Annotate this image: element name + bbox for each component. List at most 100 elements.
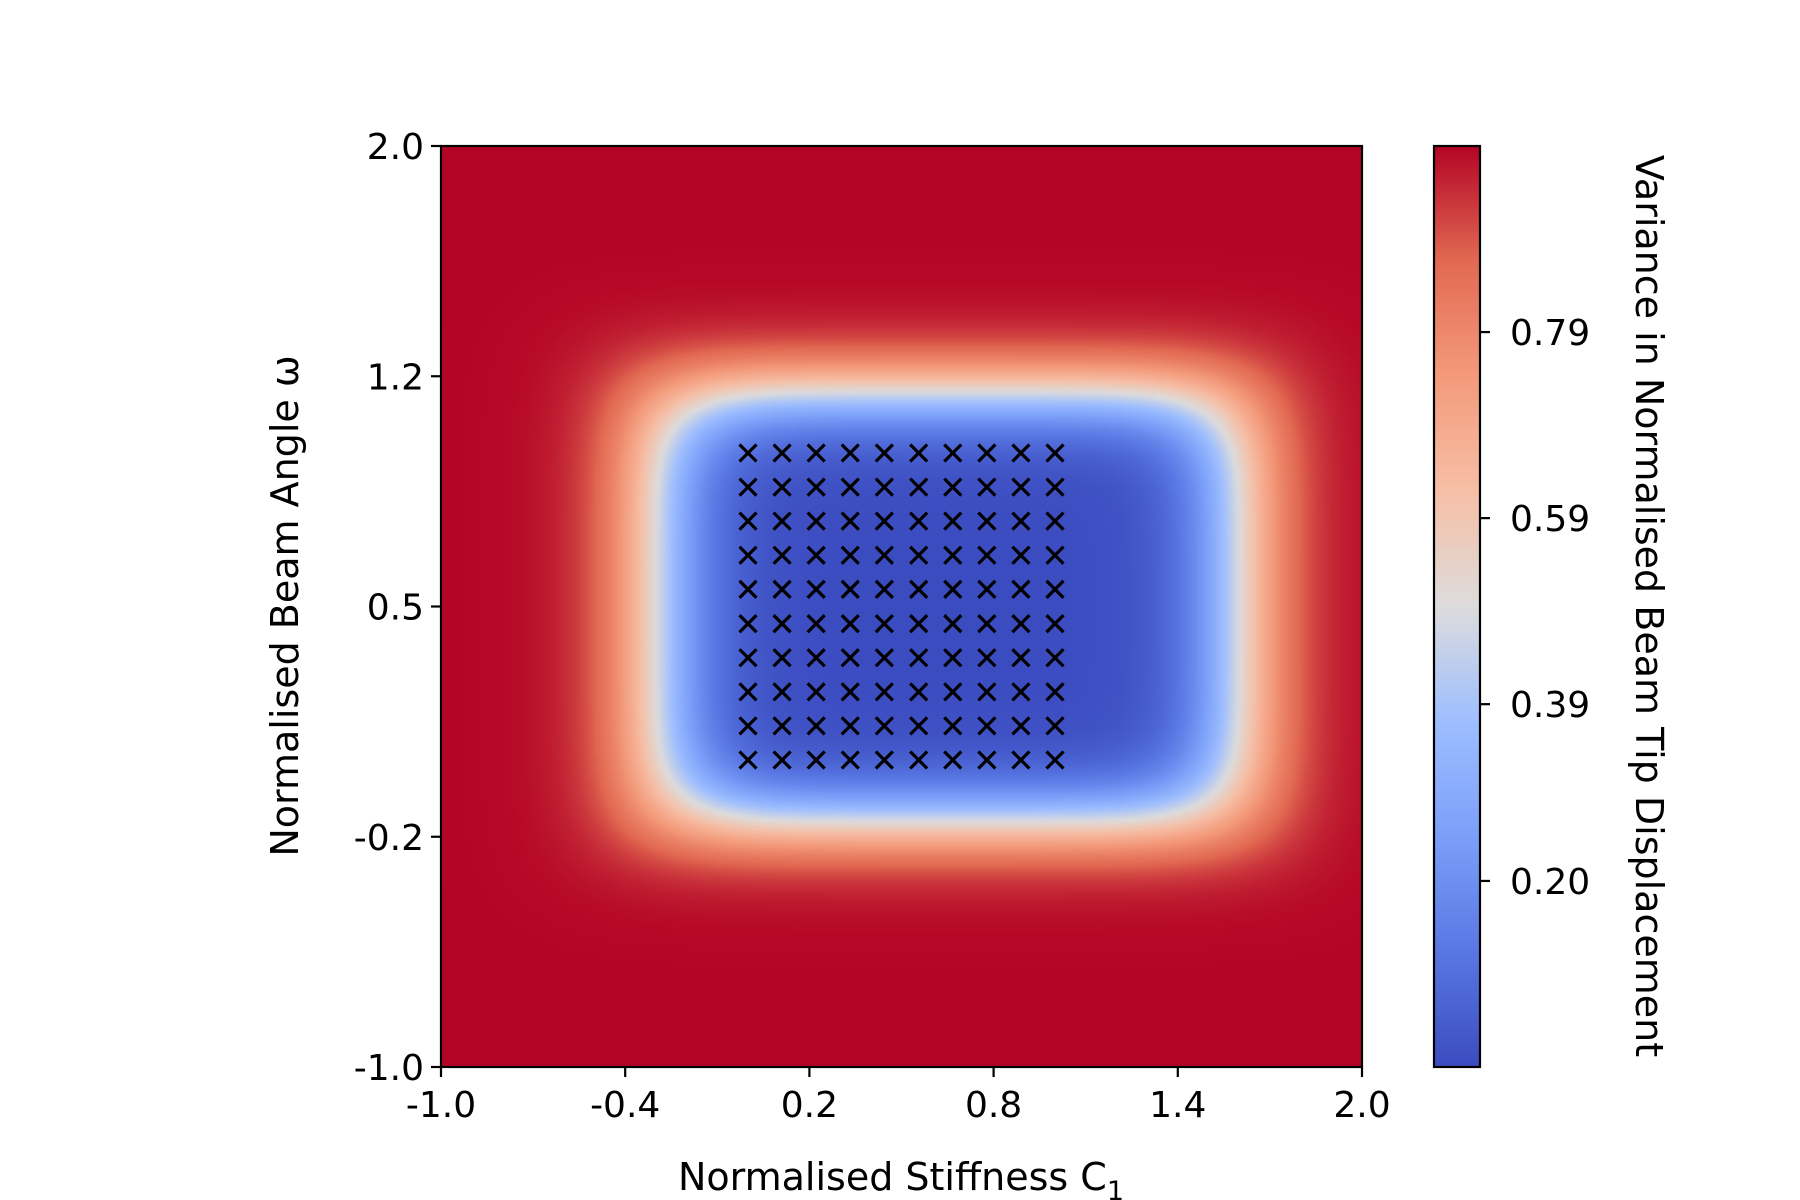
sample-point — [1045, 750, 1065, 770]
sample-point — [874, 511, 894, 531]
sample-point — [806, 545, 826, 565]
sample-point — [772, 682, 792, 702]
y-tick-label: 2.0 — [367, 127, 424, 168]
x-tick-label: -0.4 — [590, 1085, 660, 1126]
x-axis-title-subscript: 1 — [1107, 1176, 1124, 1200]
sample-point — [738, 614, 758, 634]
x-tick-label: 0.2 — [781, 1085, 838, 1126]
sample-point — [977, 750, 997, 770]
sample-point — [738, 682, 758, 702]
sample-point — [1011, 477, 1031, 497]
sample-point — [840, 443, 860, 463]
sample-point — [772, 511, 792, 531]
sample-point — [874, 579, 894, 599]
sample-point — [909, 545, 929, 565]
sample-point — [1011, 443, 1031, 463]
sample-point — [1011, 614, 1031, 634]
sample-point — [1045, 477, 1065, 497]
sample-point — [874, 682, 894, 702]
x-tick-label: 2.0 — [1333, 1085, 1390, 1126]
sample-point — [806, 443, 826, 463]
sample-point — [738, 443, 758, 463]
sample-point — [738, 477, 758, 497]
sample-point — [909, 477, 929, 497]
sample-point — [738, 648, 758, 668]
sample-point — [909, 716, 929, 736]
sample-point — [1011, 716, 1031, 736]
sample-point — [909, 614, 929, 634]
colorbar-tick-label: 0.59 — [1510, 499, 1590, 540]
colorbar-tick-label: 0.39 — [1510, 685, 1590, 726]
sample-point — [840, 545, 860, 565]
sample-point — [1011, 511, 1031, 531]
sample-point — [738, 716, 758, 736]
sample-point — [806, 648, 826, 668]
x-tick-label: 0.8 — [965, 1085, 1022, 1126]
sample-point — [874, 477, 894, 497]
sample-point — [772, 477, 792, 497]
sample-point — [909, 511, 929, 531]
colorbar-title: Variance in Normalised Beam Tip Displace… — [1627, 155, 1671, 1057]
y-tick-label: -0.2 — [354, 818, 424, 859]
sample-point — [909, 579, 929, 599]
sample-point — [806, 511, 826, 531]
sample-point — [874, 443, 894, 463]
colorbar-tick-label: 0.20 — [1510, 862, 1590, 903]
sample-point — [772, 443, 792, 463]
sample-point — [1011, 648, 1031, 668]
sample-point — [1045, 716, 1065, 736]
colorbar-ticks: 0.20 0.39 0.59 0.79 — [1480, 313, 1590, 903]
sample-point — [943, 750, 963, 770]
sample-point — [806, 750, 826, 770]
sample-point — [874, 545, 894, 565]
sample-point — [1011, 579, 1031, 599]
sample-point — [772, 750, 792, 770]
sample-point — [772, 579, 792, 599]
sample-point — [840, 477, 860, 497]
sample-point — [977, 579, 997, 599]
sample-point — [840, 511, 860, 531]
sample-point — [738, 579, 758, 599]
sample-point — [977, 682, 997, 702]
sample-point — [806, 682, 826, 702]
x-tick-label: -1.0 — [406, 1085, 476, 1126]
sample-point — [1011, 750, 1031, 770]
sample-point — [840, 579, 860, 599]
sample-point — [840, 750, 860, 770]
sample-point — [943, 682, 963, 702]
sample-point — [977, 477, 997, 497]
colorbar-tick-label: 0.79 — [1510, 313, 1590, 354]
sample-point — [1045, 511, 1065, 531]
sample-point — [738, 750, 758, 770]
y-tick-label: 1.2 — [367, 357, 424, 398]
sample-point — [909, 443, 929, 463]
sample-point — [909, 682, 929, 702]
sample-point — [1045, 443, 1065, 463]
sample-point — [943, 511, 963, 531]
sample-point — [806, 614, 826, 634]
sample-point — [943, 545, 963, 565]
sample-point — [909, 648, 929, 668]
sample-point — [1045, 614, 1065, 634]
y-tick-label: -1.0 — [354, 1048, 424, 1089]
sample-point — [977, 545, 997, 565]
sample-point — [840, 648, 860, 668]
sample-point — [840, 682, 860, 702]
sample-point — [977, 614, 997, 634]
sample-point — [1011, 545, 1031, 565]
sample-point — [874, 716, 894, 736]
colorbar — [1432, 144, 1482, 1069]
sample-point — [1045, 579, 1065, 599]
sample-point — [909, 750, 929, 770]
x-axis-title: Normalised Stiffness C1 — [678, 1155, 1124, 1200]
sample-point — [943, 716, 963, 736]
sample-point — [772, 614, 792, 634]
sample-point — [943, 443, 963, 463]
sample-point — [1045, 648, 1065, 668]
sample-point — [874, 750, 894, 770]
sample-point — [772, 545, 792, 565]
sample-point — [840, 614, 860, 634]
sample-point — [977, 716, 997, 736]
sample-point — [943, 477, 963, 497]
